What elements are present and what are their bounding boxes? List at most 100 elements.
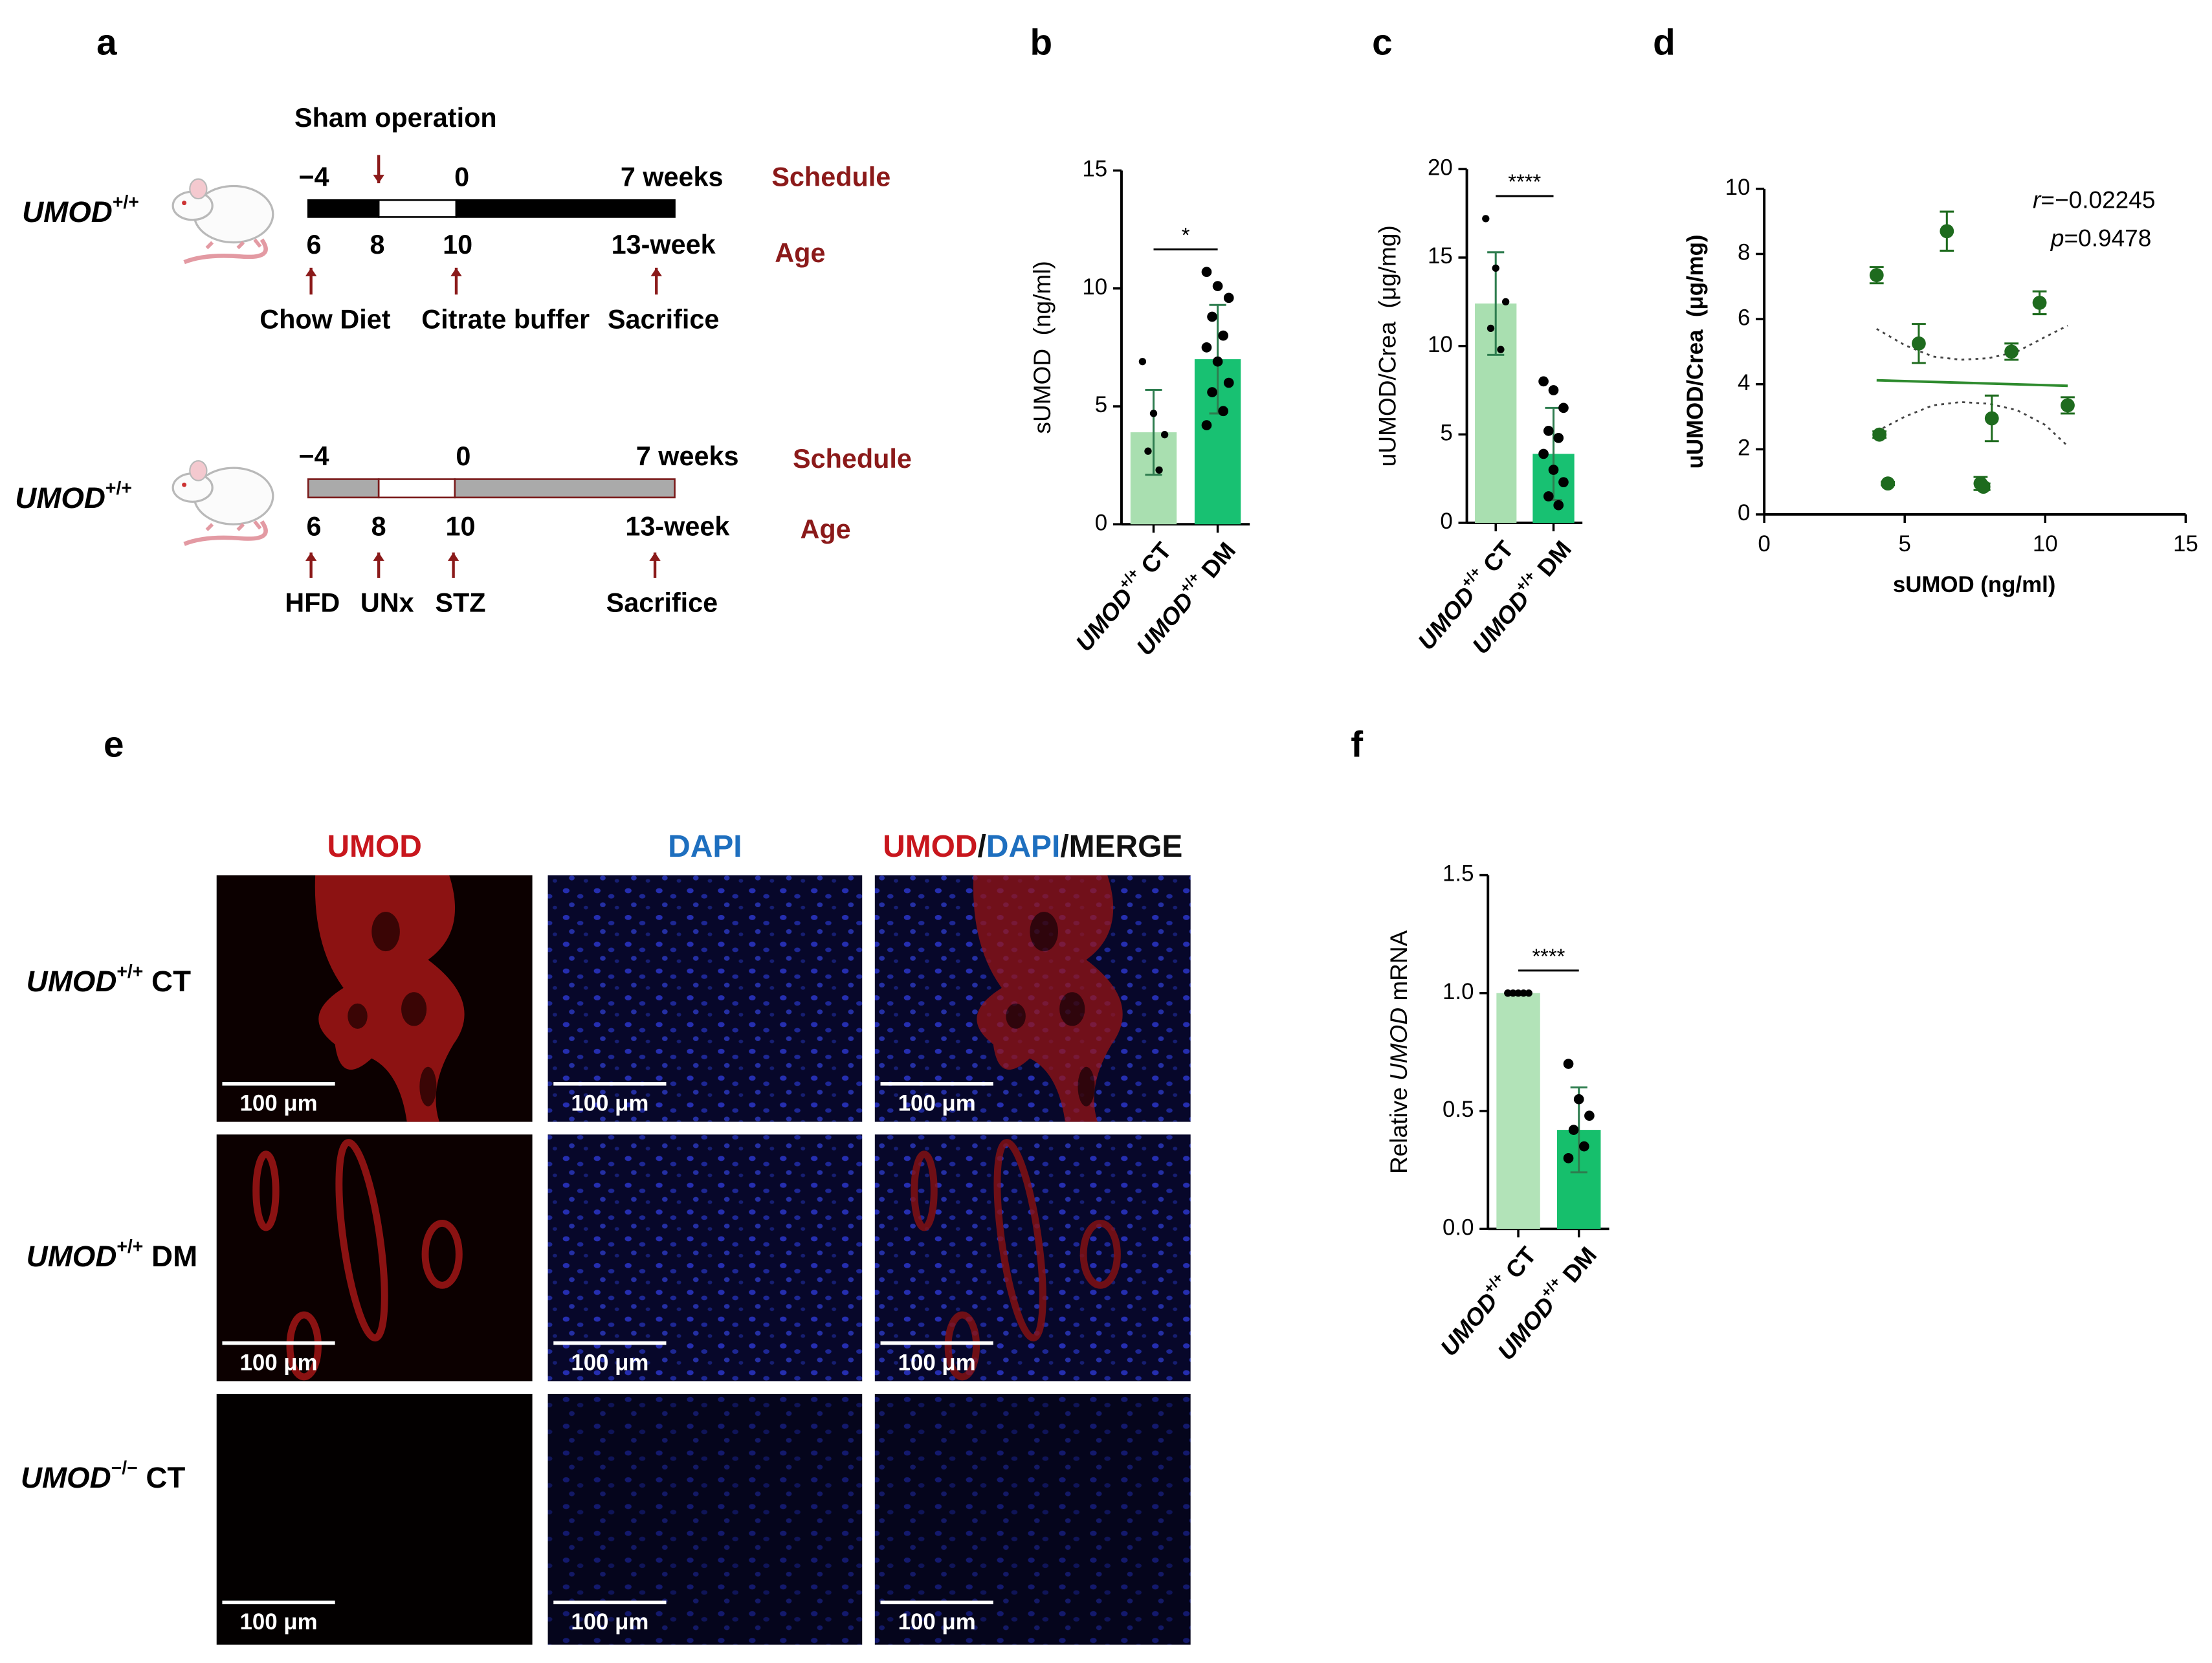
data-point	[1149, 410, 1158, 417]
operation-label: Sham operation	[294, 103, 497, 133]
panel-label: c	[1372, 22, 1392, 63]
micrograph	[216, 1394, 533, 1645]
age-tick: 8	[370, 230, 384, 259]
genotype-label: UMOD+/+	[22, 193, 139, 229]
data-point	[1872, 427, 1886, 442]
fit-line	[1876, 379, 2068, 388]
y-tick-label: 6	[1738, 305, 1750, 330]
data-point	[1520, 989, 1527, 997]
scale-bar-label: 100 μm	[571, 1609, 648, 1635]
data-point	[1568, 1125, 1579, 1135]
age-tick: 6	[306, 512, 321, 542]
data-point	[1553, 432, 1564, 443]
y-tick-label: 10	[1725, 175, 1751, 200]
data-point	[2061, 398, 2075, 413]
significance-label: *	[1182, 223, 1190, 247]
column-header-part: UMOD	[883, 830, 977, 864]
scale-bar-label: 100 μm	[898, 1609, 976, 1635]
x-axis-label: sUMOD (ng/ml)	[1893, 572, 2056, 597]
x-tick-label: 0	[1758, 531, 1770, 556]
timeline-segment	[377, 199, 458, 218]
data-point	[1212, 356, 1223, 367]
data-point	[1578, 1141, 1589, 1152]
data-point	[1501, 298, 1510, 306]
panel-label: d	[1653, 22, 1676, 63]
arrow-head	[373, 552, 384, 561]
y-tick-label: 5	[1095, 392, 1107, 417]
data-point	[1548, 465, 1559, 475]
y-tick-label: 1.0	[1443, 979, 1474, 1004]
scale-bar-label: 100 μm	[898, 1091, 976, 1116]
age-tick: 10	[443, 230, 472, 259]
y-tick-label: 20	[1428, 155, 1453, 181]
annotation: p=0.9478	[2050, 224, 2151, 251]
schedule-tick: −4	[298, 441, 329, 471]
x-tick-label: 10	[2033, 531, 2058, 556]
ci-lower	[1876, 401, 2068, 447]
age-tick: 6	[306, 230, 321, 259]
y-axis-label: uUMOD/Crea (μg/mg)	[1683, 234, 1708, 468]
data-point	[1976, 479, 1991, 494]
data-point	[1911, 336, 1926, 351]
column-header: UMOD/DAPI/MERGE	[883, 830, 1182, 864]
data-point	[1558, 402, 1569, 413]
rat-eye	[182, 482, 187, 487]
timeline-segment	[307, 478, 380, 499]
timeline-segment	[454, 478, 676, 499]
data-point	[1543, 426, 1554, 436]
arrow-head	[649, 552, 661, 561]
data-point	[1207, 311, 1217, 322]
y-tick-label: 0	[1738, 500, 1750, 525]
x-tick-label: 15	[2173, 531, 2198, 556]
schedule-label: Schedule	[771, 162, 890, 192]
age-tick: 13-week	[625, 512, 730, 542]
error-bar	[1145, 388, 1162, 476]
ci-upper	[1876, 324, 2068, 361]
data-point	[1492, 264, 1499, 272]
data-point	[1504, 989, 1512, 997]
arrow-head	[305, 552, 317, 561]
y-axis-label: uUMOD/Crea (μg/mg)	[1374, 225, 1401, 467]
arrow-head	[650, 267, 662, 276]
category-label: UMOD+/+ DM	[1465, 534, 1576, 659]
data-point	[1881, 476, 1896, 491]
y-tick-label: 8	[1738, 240, 1750, 265]
rat-feet	[205, 520, 262, 531]
data-point	[1201, 342, 1212, 353]
arrow-head	[447, 552, 459, 561]
data-point	[1155, 466, 1163, 474]
y-tick-label: 10	[1428, 332, 1453, 357]
age-tick: 13-week	[612, 230, 716, 259]
micrograph	[874, 1394, 1191, 1645]
bar	[1496, 993, 1540, 1229]
scale-bar-label: 100 μm	[240, 1350, 318, 1375]
data-point	[1563, 1059, 1574, 1069]
data-point	[1543, 491, 1554, 501]
rat-icon	[171, 460, 274, 546]
panel-label: f	[1351, 723, 1363, 764]
column-header: DAPI	[668, 830, 742, 864]
x-tick-label: 5	[1898, 531, 1910, 556]
data-point	[1218, 330, 1229, 341]
scale-bar-label: 100 μm	[571, 1350, 648, 1375]
data-point	[1144, 447, 1152, 455]
panel-label: e	[104, 723, 124, 764]
column-header-part: DAPI	[986, 830, 1060, 864]
row-label: UMOD+/+ CT	[27, 962, 191, 998]
timeline-segment	[455, 199, 676, 218]
rat-tail	[183, 238, 268, 265]
data-point	[1223, 292, 1234, 303]
scale-bar-label: 100 μm	[571, 1091, 648, 1116]
data-point	[1223, 377, 1234, 388]
timeline-segment	[377, 478, 456, 499]
micrograph	[547, 1134, 863, 1382]
rat-eye	[182, 201, 187, 206]
data-point	[1538, 448, 1549, 459]
y-tick-label: 1.5	[1443, 861, 1474, 887]
event-label: UNx	[360, 588, 414, 617]
data-point	[1548, 385, 1559, 395]
event-label: HFD	[285, 588, 340, 617]
timeline-segment	[307, 199, 380, 218]
